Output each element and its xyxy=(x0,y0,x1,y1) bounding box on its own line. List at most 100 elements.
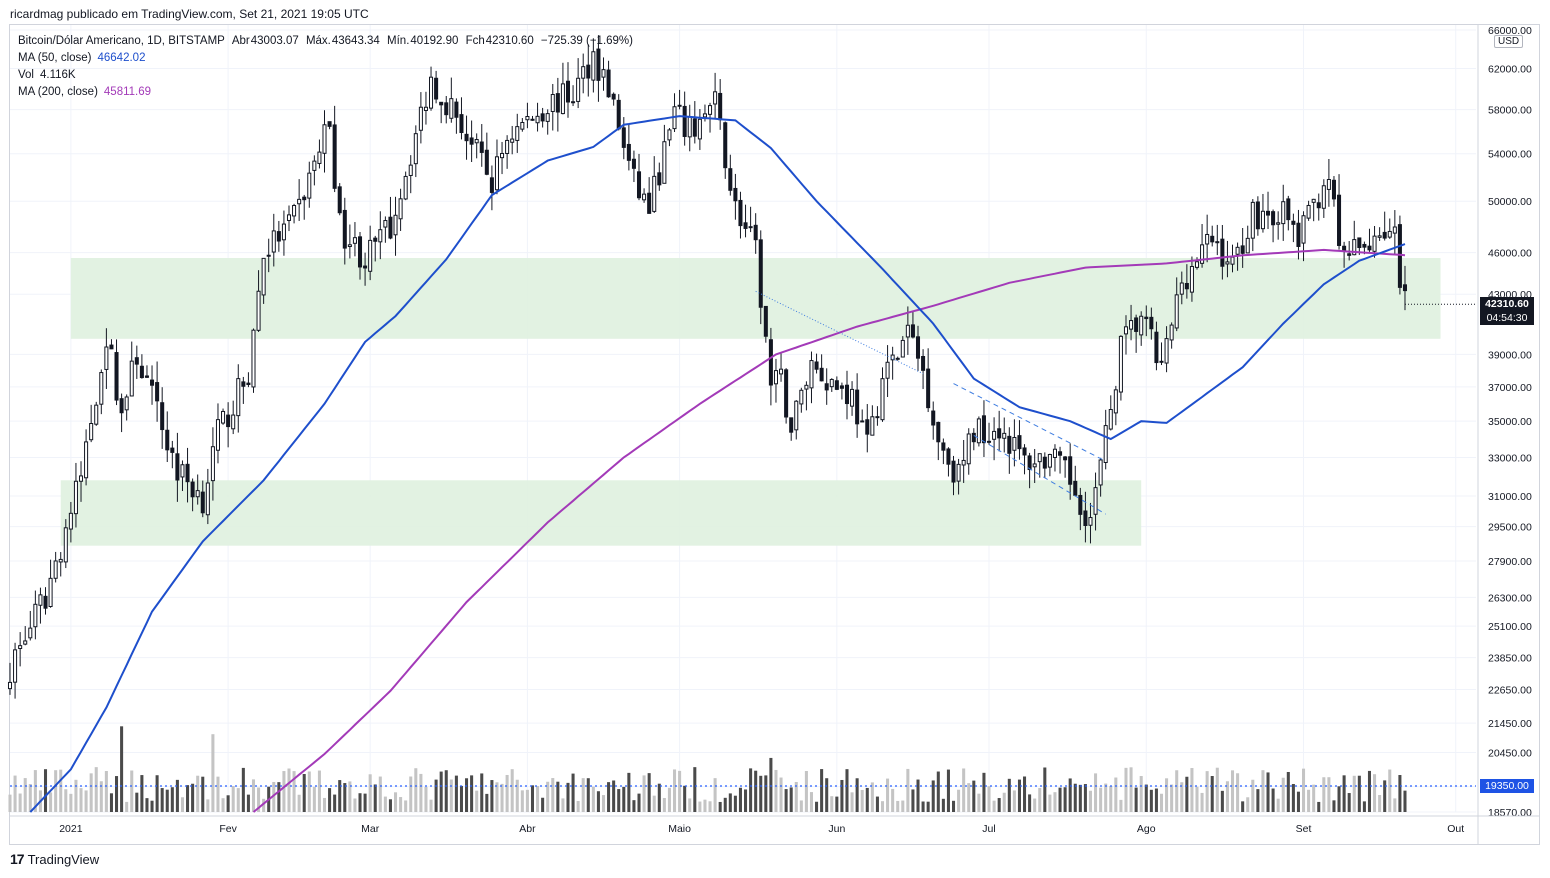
candle-body xyxy=(905,324,910,338)
volume-bar xyxy=(505,774,509,812)
candle-body xyxy=(870,416,875,436)
candle-body xyxy=(616,99,621,130)
volume-bar xyxy=(1367,770,1371,812)
volume-bar xyxy=(175,779,179,812)
volume-bar xyxy=(977,793,981,812)
volume-bar xyxy=(125,801,129,812)
candle-body xyxy=(215,419,221,451)
volume-legend[interactable]: Vol 4.116K xyxy=(18,69,76,81)
ma50-polyline xyxy=(29,115,1406,813)
support-zone xyxy=(60,480,1142,546)
volume-bar xyxy=(216,776,220,812)
candle-body xyxy=(459,114,464,134)
volume-bar xyxy=(1012,790,1016,812)
volume-bar xyxy=(972,780,976,812)
candle-body xyxy=(1012,436,1017,451)
volume-bar xyxy=(622,786,626,812)
volume-bar xyxy=(1307,789,1311,812)
volume-bar xyxy=(1337,786,1341,812)
candle-body xyxy=(591,51,596,81)
candle-body xyxy=(423,106,428,111)
ma50-legend[interactable]: MA (50, close) 46642.02 xyxy=(18,52,145,64)
candle-body xyxy=(434,77,439,100)
volume-bar xyxy=(1195,786,1199,812)
candle-body xyxy=(1169,324,1174,341)
candle-body xyxy=(1134,317,1139,332)
candle-body xyxy=(1387,230,1392,238)
candle-body xyxy=(469,137,474,145)
candle-body xyxy=(1078,494,1083,515)
volume-bar xyxy=(723,797,727,812)
candle-body xyxy=(662,141,667,184)
candle-body xyxy=(1220,238,1225,267)
candle-body xyxy=(165,429,170,451)
volume-bar xyxy=(987,786,991,812)
volume-bar xyxy=(1023,776,1027,812)
candle-body xyxy=(418,106,423,131)
volume-bar xyxy=(221,798,225,812)
candle-body xyxy=(611,93,616,100)
candle-body xyxy=(961,459,966,466)
candle-body xyxy=(642,193,647,201)
volume-bar xyxy=(566,782,570,812)
candle-body xyxy=(58,558,63,563)
volume-bar xyxy=(703,799,707,812)
volume-bar xyxy=(94,767,98,812)
chart-frame[interactable] xyxy=(9,24,1540,845)
volume-bar xyxy=(754,770,758,812)
volume-bar xyxy=(1109,785,1113,812)
time-tick-label: Mar xyxy=(361,823,380,835)
volume-bar xyxy=(13,775,17,812)
time-tick-label: Ago xyxy=(1137,823,1156,835)
symbol-legend[interactable]: Bitcoin/Dólar Americano, 1D, BITSTAMP Ab… xyxy=(18,35,633,47)
candle-body xyxy=(763,305,768,337)
candle-body xyxy=(1291,220,1296,225)
volume-bar xyxy=(946,769,950,812)
candle-body xyxy=(880,378,885,421)
volume-bar xyxy=(1230,770,1235,812)
volume-bar xyxy=(89,773,93,812)
candle-body xyxy=(129,360,134,397)
volume-bar xyxy=(465,778,469,812)
trendlines xyxy=(755,290,1476,515)
ma50-label: MA (50, close) xyxy=(18,52,92,64)
volume-bar xyxy=(363,793,367,812)
candle-body xyxy=(53,560,58,579)
currency-button[interactable]: USD xyxy=(1494,35,1524,48)
volume-bar xyxy=(307,771,311,812)
volume-bar xyxy=(1149,789,1153,812)
volume-bar xyxy=(830,796,834,812)
candle-body xyxy=(692,118,697,137)
price-tick-label: 37000.00 xyxy=(1488,382,1532,394)
candle-body xyxy=(388,216,393,239)
volume-bar xyxy=(1038,787,1042,812)
tradingview-logo-icon: 17 xyxy=(10,851,25,867)
volume-bar xyxy=(358,793,362,812)
candle-body xyxy=(921,355,926,371)
volume-bar xyxy=(211,734,215,812)
candle-body xyxy=(114,352,119,401)
candle-body xyxy=(84,441,89,479)
volume-bar xyxy=(515,779,519,812)
volume-bar xyxy=(201,776,205,812)
volume-bar xyxy=(728,793,732,812)
candle-body xyxy=(667,129,672,141)
candle-body xyxy=(601,69,606,78)
volume-bar xyxy=(1357,775,1361,812)
volume-bar xyxy=(287,768,291,812)
candle-body xyxy=(560,83,565,115)
ma200-legend[interactable]: MA (200, close) 45811.69 xyxy=(18,86,151,98)
time-tick-label: Out xyxy=(1447,823,1464,835)
volume-bar xyxy=(495,782,499,812)
change-value: −725.39 (−1.69%) xyxy=(540,35,633,47)
price-tick-label: 46000.00 xyxy=(1488,248,1532,260)
tradingview-logo[interactable]: 17 TradingView xyxy=(10,851,99,867)
candle-body xyxy=(63,527,68,563)
candle-body xyxy=(1037,453,1042,463)
volume-bar xyxy=(439,771,443,812)
candle-body xyxy=(1174,294,1179,329)
volume-bar xyxy=(825,778,829,812)
candle-body xyxy=(505,139,510,154)
volume-bar xyxy=(1139,776,1143,812)
